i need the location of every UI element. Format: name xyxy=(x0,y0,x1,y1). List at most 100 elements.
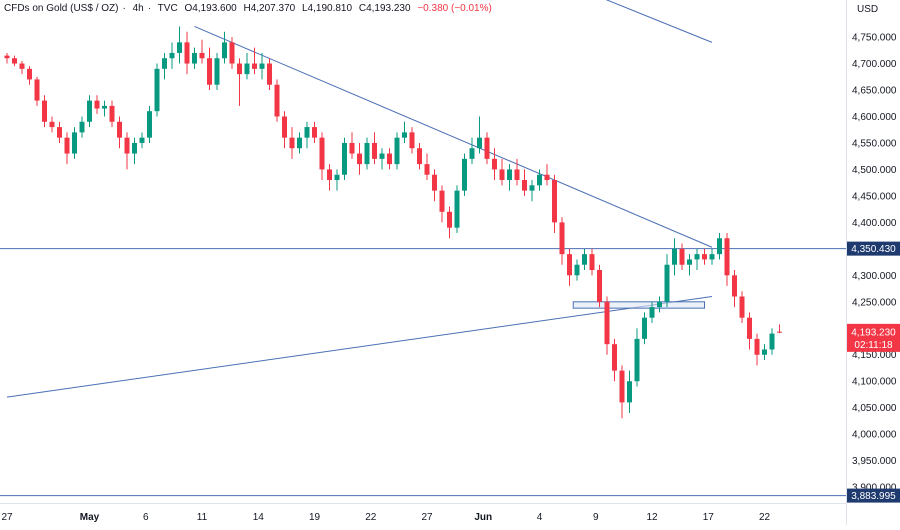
open-value: O4,193.600 xyxy=(184,3,237,14)
currency-label[interactable]: USD xyxy=(857,4,879,15)
price-tick-label: 4,750.000 xyxy=(852,33,897,44)
candle-body xyxy=(619,370,625,403)
candle-body xyxy=(514,169,520,181)
time-tick-label: 19 xyxy=(309,512,321,523)
candle-body xyxy=(747,317,752,339)
price-tick-label: 4,150.000 xyxy=(852,350,897,361)
candle-body xyxy=(574,264,580,276)
high-value: H4,207.370 xyxy=(243,3,296,14)
candle-body xyxy=(679,248,685,265)
candle-body xyxy=(762,349,767,355)
candle-body xyxy=(739,296,745,318)
candle-body xyxy=(222,42,227,59)
candle-body xyxy=(34,79,40,101)
candle-body xyxy=(589,254,595,271)
candle-body xyxy=(462,158,467,191)
candle-body xyxy=(132,142,137,154)
candle-body xyxy=(19,63,25,69)
price-tick-label: 4,700.000 xyxy=(852,59,897,70)
candle-body xyxy=(102,105,107,109)
candle-body xyxy=(49,121,55,128)
candle-body xyxy=(139,137,145,143)
last-price-label: 4,193.230 xyxy=(851,327,896,338)
candle-body xyxy=(627,381,632,403)
price-tick-label: 4,500.000 xyxy=(852,165,897,176)
candle-body xyxy=(379,153,385,159)
candle-body xyxy=(177,42,182,53)
candle-body xyxy=(109,105,115,122)
candle-body xyxy=(349,142,355,154)
candle-body xyxy=(664,264,670,302)
candle-body xyxy=(42,100,47,122)
candle-body xyxy=(777,331,782,333)
candle-body xyxy=(154,68,160,112)
level-price-badge xyxy=(847,488,900,503)
candle-body xyxy=(544,174,550,181)
resistance-zone xyxy=(572,301,705,309)
candle-body xyxy=(372,142,377,159)
candle-body xyxy=(237,63,242,75)
candle-body xyxy=(732,275,737,297)
source-label: TVC xyxy=(157,3,178,14)
time-tick-label: 6 xyxy=(143,512,149,523)
candle-body xyxy=(124,137,130,154)
candle-body xyxy=(702,254,707,260)
candle-body xyxy=(87,100,92,122)
candle-body xyxy=(754,338,760,355)
candle-body xyxy=(612,344,617,371)
legend-separator: · xyxy=(147,3,152,14)
candle-body xyxy=(342,142,347,175)
candle-body xyxy=(57,127,62,138)
candle-body xyxy=(477,137,482,149)
candle-body xyxy=(289,137,295,149)
candle-body xyxy=(319,137,325,170)
time-tick-label: May xyxy=(80,512,100,523)
candle-body xyxy=(297,137,302,149)
candle-body xyxy=(469,148,475,159)
candle-body xyxy=(582,254,587,265)
candle-body xyxy=(147,111,152,138)
chart-legend: CFDs on Gold (US$ / OZ) · 4h · TVC O4,193.… xyxy=(4,3,496,14)
candle-body xyxy=(267,63,272,85)
price-tick-label: 4,300.000 xyxy=(852,271,897,282)
candle-body xyxy=(402,132,407,138)
candle-body xyxy=(552,180,557,223)
interval-label[interactable]: 4h xyxy=(132,3,144,14)
candle-body xyxy=(642,317,647,339)
candle-body xyxy=(364,142,370,165)
candle-body xyxy=(439,190,445,212)
price-tick-label: 3,950.000 xyxy=(852,456,897,467)
candle-body xyxy=(184,42,190,64)
candle-body xyxy=(447,211,452,228)
candle-body xyxy=(709,254,715,260)
candle-body xyxy=(214,58,220,85)
candle-body xyxy=(694,254,700,260)
candle-body xyxy=(687,259,692,265)
last-price-badge xyxy=(847,323,900,352)
candle-body xyxy=(484,137,490,159)
time-tick-label: 11 xyxy=(197,512,208,523)
candle-body xyxy=(27,68,32,80)
legend-separator: · xyxy=(122,3,126,14)
candle-body xyxy=(312,127,317,138)
candle-body xyxy=(634,338,640,382)
candle-body xyxy=(12,58,17,64)
symbol-name[interactable]: CFDs on Gold (US$ / OZ) xyxy=(4,3,119,14)
price-tick-label: 4,050.000 xyxy=(852,403,897,414)
candle-body xyxy=(432,174,437,191)
candle-body xyxy=(64,137,70,154)
time-tick-label: 12 xyxy=(646,512,658,523)
price-tick-label: 4,250.000 xyxy=(852,297,897,308)
candle-body xyxy=(499,169,505,181)
candle-body xyxy=(162,58,167,69)
candle-body xyxy=(597,270,602,302)
price-tick-label: 4,000.000 xyxy=(852,430,897,441)
low-value: L4,190.810 xyxy=(302,3,353,14)
candle-body xyxy=(207,58,212,85)
time-tick-label: 9 xyxy=(593,512,599,523)
candle-body xyxy=(327,169,332,181)
candle-body xyxy=(387,153,392,165)
time-tick-label: 22 xyxy=(365,512,377,523)
